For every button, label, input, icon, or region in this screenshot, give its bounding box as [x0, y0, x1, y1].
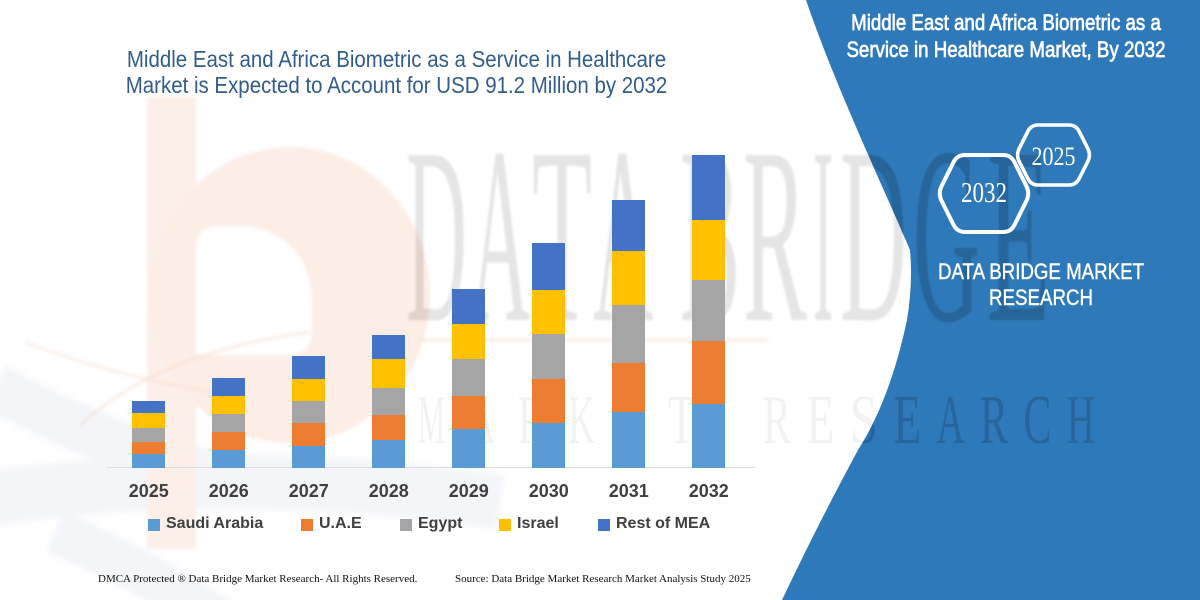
svg-text:H: H	[1067, 382, 1095, 459]
svg-text:H: H	[1067, 382, 1095, 459]
svg-text:C: C	[1023, 382, 1051, 459]
svg-text:R: R	[980, 382, 1008, 459]
svg-text:E: E	[893, 382, 921, 459]
svg-text:A: A	[937, 382, 965, 459]
svg-text:S: S	[850, 382, 878, 459]
svg-text:2025: 2025	[1032, 142, 1076, 171]
svg-text:2032: 2032	[961, 178, 1007, 209]
svg-text:R: R	[763, 382, 791, 459]
svg-text:A: A	[937, 382, 965, 459]
svg-text:C: C	[1023, 382, 1051, 459]
svg-text:G: G	[913, 95, 980, 375]
svg-text:E: E	[893, 382, 921, 459]
svg-text:R: R	[980, 382, 1008, 459]
svg-text:R: R	[743, 95, 807, 375]
svg-text:E: E	[806, 382, 834, 459]
svg-text:T: T	[668, 382, 695, 459]
svg-text:M: M	[418, 382, 445, 459]
svg-text:E: E	[987, 95, 1050, 375]
svg-text:I: I	[813, 95, 833, 375]
svg-text:E: E	[987, 95, 1050, 375]
svg-text:D: D	[840, 95, 907, 375]
svg-text:K: K	[568, 382, 595, 459]
svg-text:G: G	[913, 95, 980, 375]
